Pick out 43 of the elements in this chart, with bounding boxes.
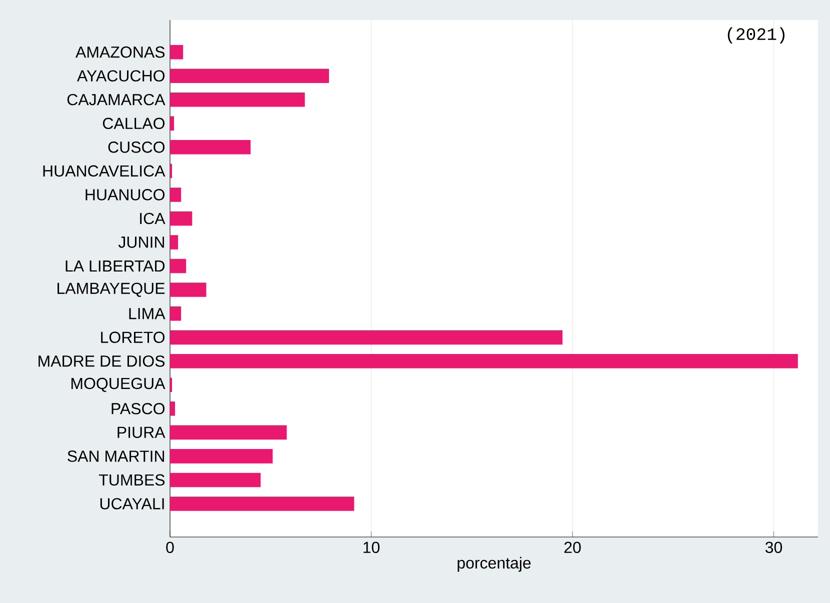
y-tick-label: HUANUCO bbox=[86, 189, 164, 200]
y-tick-label: AYACUCHO bbox=[77, 70, 165, 82]
y-tick-label: MADRE DE DIOS bbox=[38, 355, 165, 367]
y-tick-label: CALLAO bbox=[102, 118, 165, 130]
x-axis-title: porcentaje bbox=[458, 556, 531, 572]
y-tick-label: UCAYALI bbox=[100, 498, 164, 510]
y-tick-label: TUMBES bbox=[98, 474, 165, 486]
y-tick-label: AMAZONAS bbox=[76, 46, 165, 58]
bar bbox=[170, 402, 176, 416]
bar bbox=[170, 258, 186, 274]
bar bbox=[170, 425, 287, 440]
y-tick-label: LORETO bbox=[101, 332, 165, 343]
bar bbox=[170, 449, 273, 464]
y-tick-label: PIURA bbox=[118, 426, 166, 438]
bar bbox=[170, 92, 305, 107]
bar bbox=[170, 140, 250, 154]
x-tick-label: 0 bbox=[166, 542, 174, 554]
annotation: (2021) bbox=[728, 27, 784, 44]
y-tick-label: CAJAMARCA bbox=[67, 94, 166, 106]
y-tick-label: HUANCAVELICA bbox=[43, 165, 166, 177]
bar bbox=[170, 472, 261, 488]
y-tick-label: LA LIBERTAD bbox=[66, 260, 165, 272]
y-tick-label: PASCO bbox=[112, 402, 165, 414]
bar bbox=[170, 188, 182, 202]
bar bbox=[170, 44, 184, 60]
y-tick-label: JUNIN bbox=[118, 236, 164, 248]
bar bbox=[170, 354, 798, 368]
bar bbox=[170, 68, 329, 83]
bar bbox=[170, 330, 562, 344]
x-tick-label: 10 bbox=[364, 542, 380, 554]
x-tick-label: 30 bbox=[765, 542, 782, 554]
y-tick-label: CUSCO bbox=[108, 142, 165, 153]
bar bbox=[170, 235, 178, 250]
bar bbox=[170, 211, 192, 226]
y-tick-label: MOQUEGUA bbox=[71, 378, 166, 392]
bar bbox=[170, 306, 182, 321]
bar bbox=[170, 282, 206, 297]
y-tick-label: ICA bbox=[140, 212, 166, 224]
bar bbox=[170, 496, 354, 511]
y-tick-label: LAMBAYEQUE bbox=[58, 282, 165, 297]
y-tick-label: SAN MARTIN bbox=[68, 450, 164, 462]
x-tick-label: 20 bbox=[564, 542, 581, 554]
y-tick-label: LIMA bbox=[129, 308, 166, 320]
